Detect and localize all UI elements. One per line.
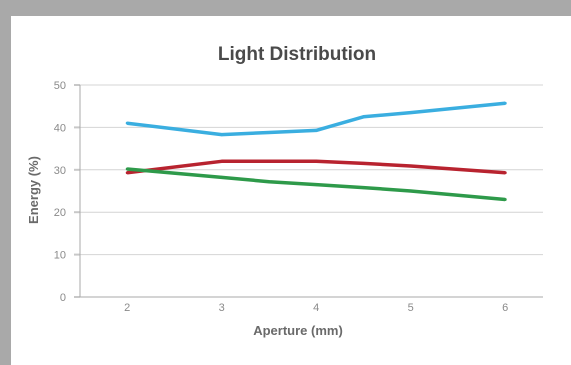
- data-point: [220, 159, 224, 163]
- data-point: [125, 121, 129, 125]
- data-point: [503, 101, 507, 105]
- chart-panel: [11, 16, 571, 365]
- data-point: [314, 159, 318, 163]
- data-point: [125, 171, 129, 175]
- data-point: [409, 189, 413, 193]
- x-tick-label: 6: [502, 302, 508, 314]
- data-point: [503, 171, 507, 175]
- data-point: [267, 130, 271, 134]
- data-point: [409, 164, 413, 168]
- data-point: [361, 161, 365, 165]
- data-point: [314, 128, 318, 132]
- y-tick-label: 20: [54, 207, 66, 219]
- data-point: [503, 197, 507, 201]
- x-tick-label: 4: [313, 302, 319, 314]
- data-point: [220, 175, 224, 179]
- series-line-2: [126, 159, 506, 175]
- x-axis-label: Aperture (mm): [253, 323, 343, 338]
- y-tick-label: 40: [54, 122, 66, 134]
- data-point: [409, 111, 413, 115]
- y-tick-label: 50: [54, 80, 66, 92]
- y-tick-label: 10: [54, 250, 66, 262]
- data-point: [361, 186, 365, 190]
- data-point: [125, 167, 129, 171]
- y-axis-label: Energy (%): [26, 156, 41, 224]
- data-point: [220, 133, 224, 137]
- x-tick-label: 5: [408, 302, 414, 314]
- data-point: [267, 180, 271, 184]
- data-point: [267, 159, 271, 163]
- x-tick-label: 3: [219, 302, 225, 314]
- y-tick-label: 30: [54, 165, 66, 177]
- y-tick-label: 0: [60, 292, 66, 304]
- data-point: [314, 183, 318, 187]
- chart-title: Light Distribution: [218, 44, 376, 65]
- data-point: [361, 115, 365, 119]
- x-tick-label: 2: [124, 302, 130, 314]
